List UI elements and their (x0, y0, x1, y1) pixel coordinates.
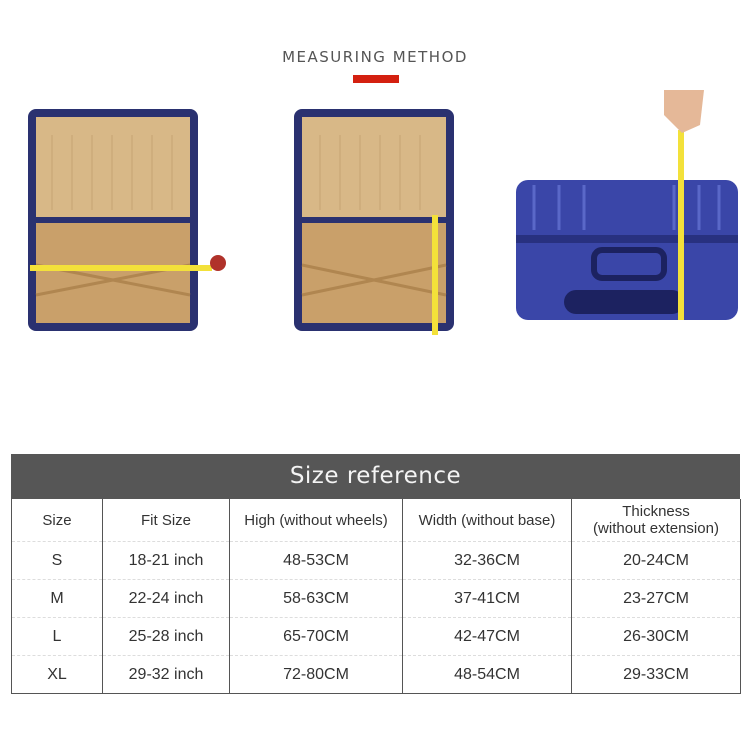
column-header-thickness: Thickness (without extension) (571, 499, 741, 542)
heading-underline (353, 75, 399, 83)
cell-size: M (11, 579, 103, 618)
cell-high: 72-80CM (229, 655, 403, 694)
column-header-high: High (without wheels) (229, 499, 403, 542)
open-suitcase-width-measure-image (28, 109, 226, 331)
cell-thickness: 20-24CM (571, 541, 741, 580)
closed-suitcase-thickness-measure-image (516, 90, 738, 320)
cell-fit-size: 25-28 inch (102, 617, 230, 656)
column-header-width: Width (without base) (402, 499, 572, 542)
cell-width: 48-54CM (402, 655, 572, 694)
thickness-line-2: (without extension) (593, 520, 719, 537)
cell-width: 32-36CM (402, 541, 572, 580)
cell-size: S (11, 541, 103, 580)
cell-thickness: 23-27CM (571, 579, 741, 618)
cell-high: 58-63CM (229, 579, 403, 618)
cell-width: 37-41CM (402, 579, 572, 618)
cell-size: XL (11, 655, 103, 694)
table-row: L 25-28 inch 65-70CM 42-47CM 26-30CM (11, 617, 741, 656)
cell-fit-size: 29-32 inch (102, 655, 230, 694)
cell-high: 65-70CM (229, 617, 403, 656)
measuring-method-heading: MEASURING METHOD (282, 48, 468, 66)
table-header-row: Size Fit Size High (without wheels) Widt… (11, 499, 741, 542)
cell-fit-size: 18-21 inch (102, 541, 230, 580)
cell-thickness: 26-30CM (571, 617, 741, 656)
cell-thickness: 29-33CM (571, 655, 741, 694)
cell-fit-size: 22-24 inch (102, 579, 230, 618)
column-header-fit-size: Fit Size (102, 499, 230, 542)
table-row: S 18-21 inch 48-53CM 32-36CM 20-24CM (11, 541, 741, 580)
thickness-line-1: Thickness (622, 503, 690, 520)
cell-size: L (11, 617, 103, 656)
table-row: M 22-24 inch 58-63CM 37-41CM 23-27CM (11, 579, 741, 618)
cell-high: 48-53CM (229, 541, 403, 580)
table-title: Size reference (11, 454, 740, 499)
column-header-size: Size (11, 499, 103, 542)
open-suitcase-height-measure-image (294, 109, 454, 335)
cell-width: 42-47CM (402, 617, 572, 656)
table-row: XL 29-32 inch 72-80CM 48-54CM 29-33CM (11, 655, 741, 694)
size-reference-table: Size reference Size Fit Size High (witho… (11, 454, 741, 694)
